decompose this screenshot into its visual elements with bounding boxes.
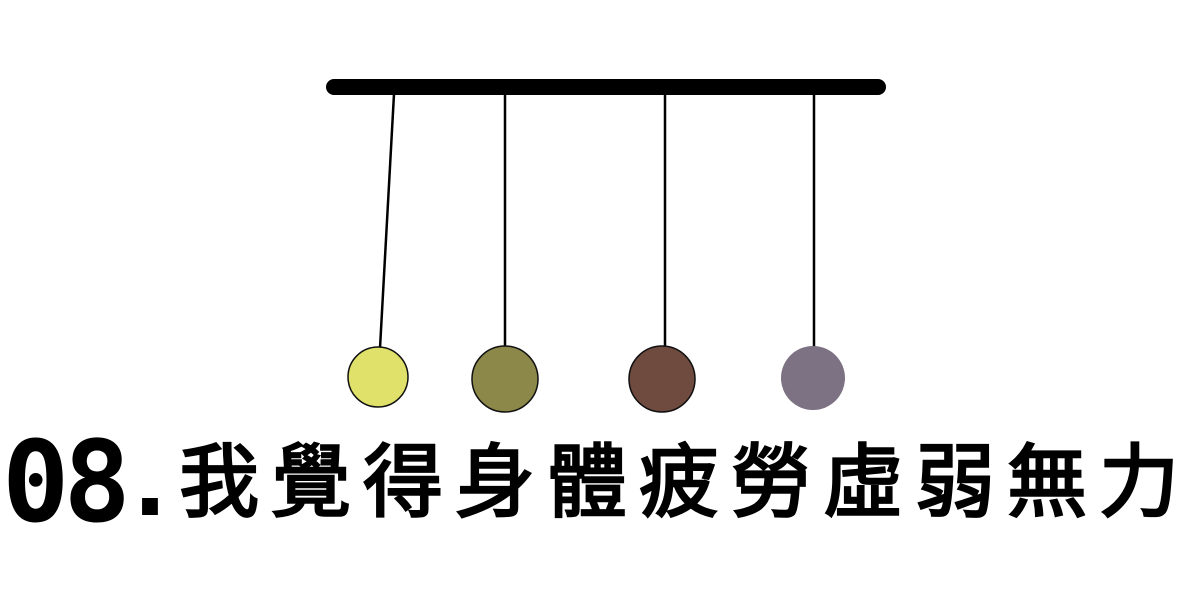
caption: 08 . 我覺得身體疲勞虛弱無力 (0, 418, 1181, 548)
string-1 (378, 93, 396, 349)
caption-text: 我覺得身體疲勞虛弱無力 (179, 436, 1181, 529)
ball-3 (628, 345, 696, 413)
ball-4 (781, 346, 845, 410)
ball-2 (471, 345, 539, 413)
ball-1 (347, 346, 409, 408)
caption-separator: . (132, 432, 168, 537)
caption-number: 08 (2, 418, 131, 548)
